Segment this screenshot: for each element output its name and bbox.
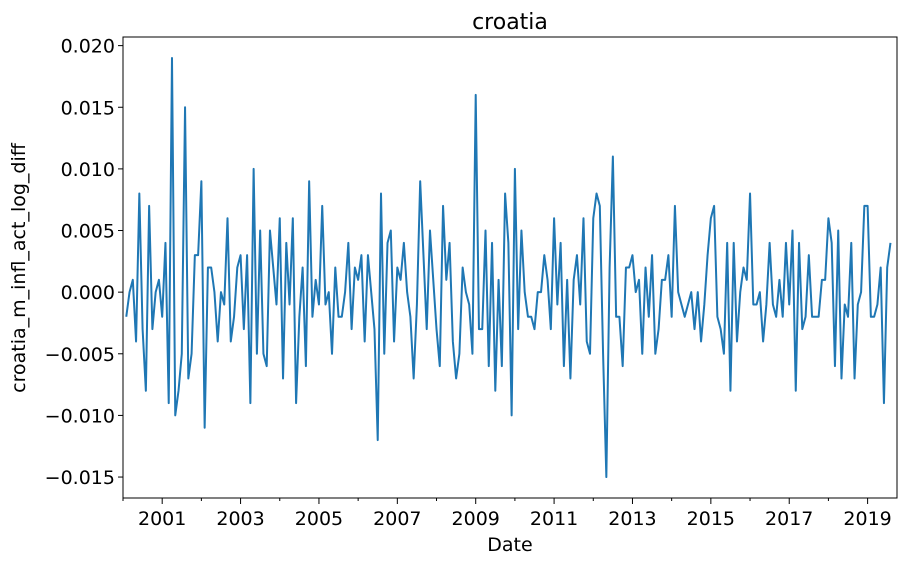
x-tick-label: 2019 [843,508,891,530]
y-tick-label: 0.010 [61,159,115,181]
x-tick-label: 2015 [687,508,735,530]
y-axis-label: croatia_m_infl_act_log_diff [8,142,30,393]
y-tick-label: −0.015 [45,467,115,489]
x-axis-label: Date [487,534,532,556]
plot-frame [122,36,898,499]
y-tick-label: 0.020 [61,36,115,58]
y-tick-label: 0.005 [61,221,115,243]
plot-area [125,56,892,479]
x-tick-label: 2009 [452,508,500,530]
y-tick-label: −0.010 [45,405,115,427]
x-tick-label: 2005 [295,508,343,530]
x-tick-label: 2007 [373,508,421,530]
x-tick-label: 2003 [216,508,264,530]
x-tick-label: 2011 [530,508,578,530]
y-tick-label: −0.005 [45,344,115,366]
x-axis: 2001 2003 2005 2007 2009 2011 2013 2015 2017 2019 [122,498,892,530]
series-line [125,56,892,479]
chart-title: croatia [472,10,548,35]
x-tick-label: 2001 [138,508,186,530]
y-axis: 0.020 0.015 0.010 0.005 0.000 −0.005 −0.010 −0.… [45,36,123,489]
y-tick-label: 0.015 [61,97,115,119]
x-tick-label: 2017 [765,508,813,530]
x-tick-label: 2013 [608,508,656,530]
y-tick-label: 0.000 [61,282,115,304]
